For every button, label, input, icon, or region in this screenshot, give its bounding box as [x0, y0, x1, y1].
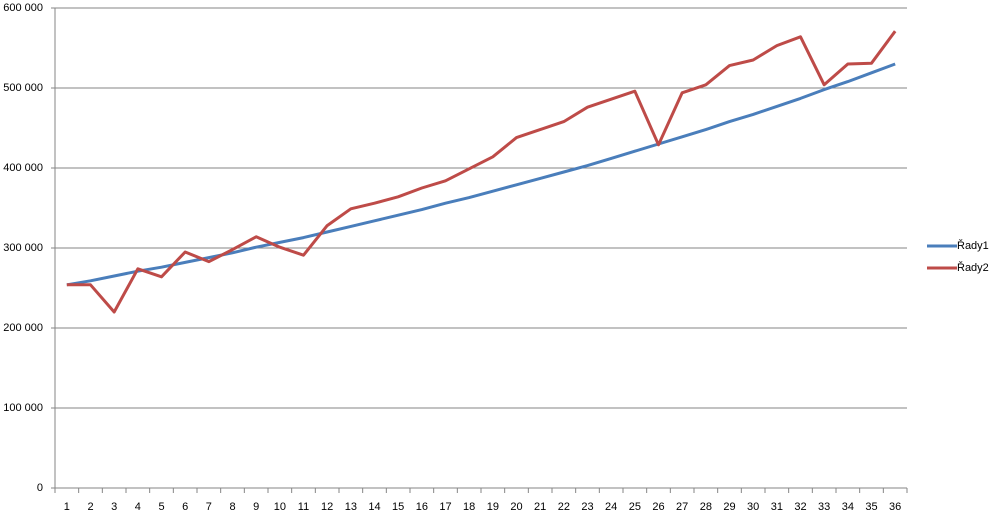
x-tick-label: 16	[416, 501, 428, 513]
x-tick-label: 20	[510, 501, 522, 513]
x-tick-label: 22	[558, 501, 570, 513]
y-tick-label: 600 000	[3, 2, 43, 14]
x-tick-label: 26	[652, 501, 664, 513]
x-tick-label: 24	[605, 501, 617, 513]
x-tick-label: 34	[842, 501, 854, 513]
series-line	[66, 62, 896, 287]
y-tick-label: 300 000	[3, 242, 43, 254]
y-tick-label: 400 000	[3, 162, 43, 174]
x-tick-label: 10	[274, 501, 286, 513]
x-tick-label: 31	[771, 501, 783, 513]
legend-label: Řady2	[957, 261, 989, 274]
y-tick-label: 100 000	[3, 402, 43, 414]
x-tick-label: 6	[182, 501, 188, 513]
x-tick-label: 7	[206, 501, 212, 513]
x-tick-label: 21	[534, 501, 546, 513]
x-tick-label: 28	[700, 501, 712, 513]
x-tick-label: 18	[463, 501, 475, 513]
x-tick-label: 13	[345, 501, 357, 513]
x-tick-label: 4	[135, 501, 141, 513]
x-tick-label: 23	[581, 501, 593, 513]
x-tick-label: 17	[439, 501, 451, 513]
legend-label: Řady1	[957, 239, 989, 252]
y-tick-label: 200 000	[3, 322, 43, 334]
x-tick-label: 35	[865, 501, 877, 513]
x-tick-label: 30	[747, 501, 759, 513]
x-tick-label: 29	[723, 501, 735, 513]
y-tick-label: 500 000	[3, 82, 43, 94]
x-tick-label: 36	[889, 501, 901, 513]
x-tick-label: 12	[321, 501, 333, 513]
x-tick-label: 33	[818, 501, 830, 513]
x-tick-label: 25	[629, 501, 641, 513]
x-tick-label: 3	[111, 501, 117, 513]
x-tick-label: 11	[298, 501, 309, 513]
x-tick-label: 27	[676, 501, 688, 513]
x-tick-label: 8	[229, 501, 235, 513]
x-tick-label: 14	[368, 501, 380, 513]
y-tick-label: 0	[37, 482, 43, 494]
x-tick-label: 15	[392, 501, 404, 513]
series-line	[66, 30, 897, 314]
x-tick-label: 32	[794, 501, 806, 513]
x-tick-label: 5	[158, 501, 164, 513]
x-tick-label: 19	[487, 501, 499, 513]
x-tick-label: 1	[64, 501, 70, 513]
x-tick-label: 2	[87, 501, 93, 513]
x-tick-label: 9	[253, 501, 259, 513]
